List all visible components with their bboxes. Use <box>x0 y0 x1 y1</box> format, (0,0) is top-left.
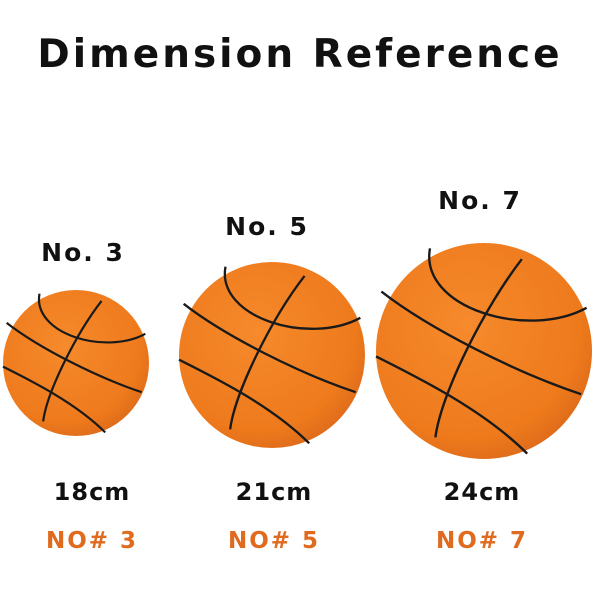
ball-size-no3: 18cm <box>53 478 131 506</box>
page-title: Dimension Reference <box>37 32 563 77</box>
ball-code-no5: NO# 5 <box>227 528 321 554</box>
basketball-no7-image <box>375 243 592 459</box>
ball-label-no3: No. 3 <box>41 238 125 267</box>
basketball-no3-image <box>2 290 149 436</box>
ball-size-no7: 24cm <box>443 478 521 506</box>
ball-code-no7: NO# 7 <box>435 528 529 554</box>
ball-code-no3: NO# 3 <box>45 528 139 554</box>
basketball-no5-image <box>178 262 365 448</box>
ball-label-no7: No. 7 <box>438 186 522 215</box>
ball-size-no5: 21cm <box>235 478 313 506</box>
ball-label-no5: No. 5 <box>225 212 309 241</box>
